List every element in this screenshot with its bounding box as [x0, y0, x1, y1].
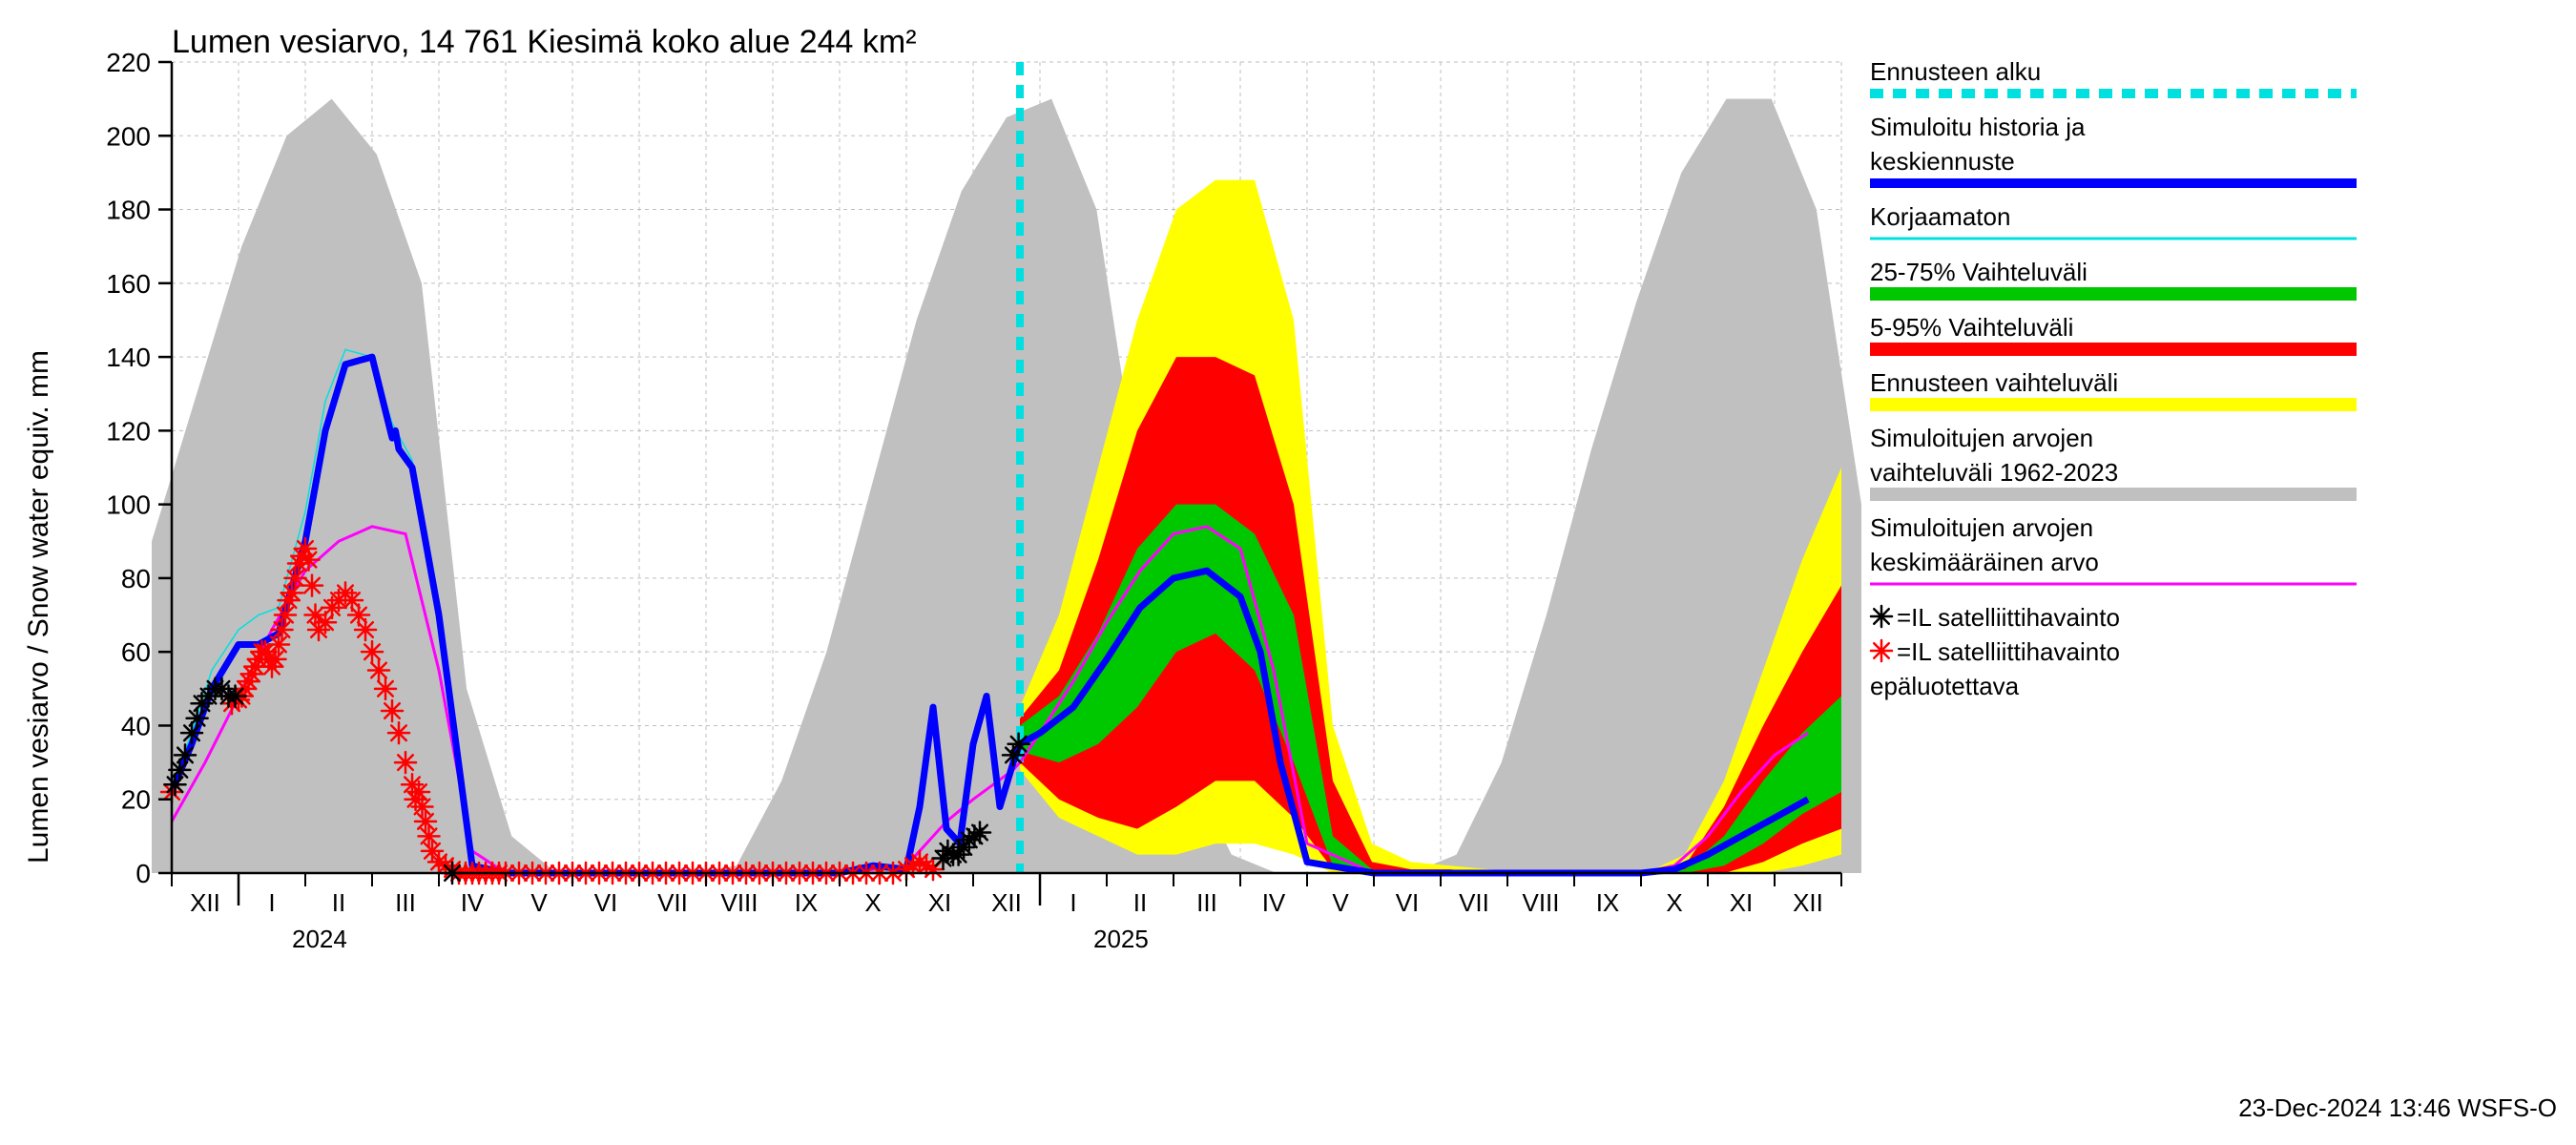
sat-obs-unreliable-marker [355, 619, 376, 640]
chart-title: Lumen vesiarvo, 14 761 Kiesimä koko alue… [172, 24, 917, 60]
month-label: IV [461, 888, 485, 917]
sat-obs-unreliable-marker [299, 550, 320, 571]
legend-label: Simuloitujen arvojen [1870, 424, 2093, 452]
sat-obs-unreliable-marker [301, 575, 322, 596]
legend-marker-icon [1871, 640, 1892, 661]
month-label: XII [1793, 888, 1823, 917]
month-label: VIII [720, 888, 758, 917]
y-tick-label: 180 [106, 196, 151, 225]
sat-obs-unreliable-marker [412, 796, 433, 817]
month-label: I [1070, 888, 1076, 917]
sat-obs-unreliable-marker [272, 619, 293, 640]
legend-label: epäluotettava [1870, 672, 2020, 700]
sat-obs-marker [969, 822, 990, 843]
month-label: VI [594, 888, 618, 917]
sat-obs-unreliable-marker [275, 605, 296, 626]
range-fills [152, 99, 1861, 873]
snow-water-equiv-chart: 020406080100120140160180200220XIIIIIIIII… [0, 0, 2576, 1145]
legend-label: Korjaamaton [1870, 202, 2010, 231]
month-label: IX [795, 888, 819, 917]
month-label: III [1196, 888, 1217, 917]
year-label: 2025 [1093, 925, 1149, 953]
sat-obs-unreliable-marker [382, 700, 403, 721]
legend-label: 5-95% Vaihteluväli [1870, 313, 2073, 342]
sat-obs-marker [181, 722, 202, 743]
month-label: II [332, 888, 345, 917]
y-tick-label: 20 [121, 785, 151, 815]
month-label: X [1666, 888, 1682, 917]
y-tick-label: 140 [106, 343, 151, 372]
legend-swatch [1870, 343, 2357, 356]
y-tick-label: 60 [121, 637, 151, 667]
y-axis-label: Lumen vesiarvo / Snow water equiv. mm [23, 350, 54, 864]
legend-label: Simuloitu historia ja [1870, 113, 2086, 141]
legend-swatch [1870, 398, 2357, 411]
historical-range [152, 99, 1861, 873]
month-label: VII [1459, 888, 1489, 917]
month-label: IX [1596, 888, 1620, 917]
month-label: XII [991, 888, 1022, 917]
month-label: XI [928, 888, 952, 917]
month-label: V [530, 888, 548, 917]
legend-label: vaihteluväli 1962-2023 [1870, 458, 2118, 487]
sat-obs-unreliable-marker [408, 781, 429, 802]
sat-obs-marker [165, 774, 186, 795]
sat-obs-unreliable-marker [415, 811, 436, 832]
month-label: VIII [1522, 888, 1559, 917]
month-label: VII [657, 888, 688, 917]
year-label: 2024 [292, 925, 347, 953]
sat-obs-unreliable-marker [395, 752, 416, 773]
sat-obs-marker [1008, 734, 1029, 755]
y-tick-label: 80 [121, 564, 151, 593]
y-tick-label: 200 [106, 121, 151, 151]
sat-obs-unreliable-marker [388, 722, 409, 743]
y-tick-label: 0 [135, 859, 151, 888]
sat-obs-marker [175, 744, 196, 765]
footer-timestamp: 23-Dec-2024 13:46 WSFS-O [2238, 1093, 2557, 1122]
month-label: V [1332, 888, 1349, 917]
y-tick-label: 100 [106, 490, 151, 520]
y-tick-label: 220 [106, 48, 151, 77]
y-tick-label: 160 [106, 269, 151, 299]
legend-label: keskiennuste [1870, 147, 2015, 176]
sat-obs-unreliable-marker [265, 649, 286, 670]
sat-obs-marker [225, 686, 246, 707]
legend-label: =IL satelliittihavainto [1897, 637, 2120, 666]
month-label: X [864, 888, 881, 917]
legend-swatch [1870, 287, 2357, 301]
legend-label: Simuloitujen arvojen [1870, 513, 2093, 542]
legend-label: =IL satelliittihavainto [1897, 603, 2120, 632]
legend-label: Ennusteen alku [1870, 57, 2041, 86]
legend-swatch [1870, 488, 2357, 501]
sat-obs-unreliable-marker [419, 825, 440, 846]
legend-label: Ennusteen vaihteluväli [1870, 368, 2118, 397]
month-label: XI [1730, 888, 1754, 917]
sat-obs-unreliable-marker [268, 634, 289, 655]
y-tick-label: 40 [121, 711, 151, 740]
month-label: II [1133, 888, 1147, 917]
legend-label: 25-75% Vaihteluväli [1870, 258, 2088, 286]
sat-obs-unreliable-marker [281, 582, 302, 603]
month-label: III [395, 888, 416, 917]
sat-obs-unreliable-marker [375, 678, 396, 699]
month-label: XII [190, 888, 220, 917]
month-label: I [268, 888, 275, 917]
month-label: IV [1262, 888, 1286, 917]
legend-marker-icon [1871, 606, 1892, 627]
y-tick-label: 120 [106, 416, 151, 446]
legend-label: keskimääräinen arvo [1870, 548, 2099, 576]
month-label: VI [1396, 888, 1420, 917]
sat-obs-marker [187, 708, 208, 729]
legend: Ennusteen alku Simuloitu historia ja keski… [1870, 57, 2357, 700]
